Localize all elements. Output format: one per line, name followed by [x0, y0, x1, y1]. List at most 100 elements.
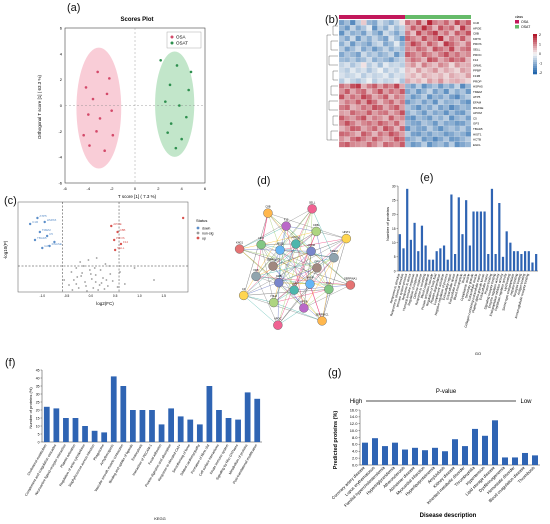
- heatmap-cell: [459, 83, 466, 89]
- network-node-label: LBP: [292, 282, 297, 286]
- scores-point-osat: [180, 137, 183, 141]
- scores-point-osa: [111, 133, 115, 137]
- scores-x-tick: 4: [181, 186, 184, 191]
- heatmap-dendrogram-branch: [328, 100, 338, 111]
- scores-point-osa: [103, 149, 106, 153]
- disease-y-tick: 8.0: [352, 435, 358, 440]
- heatmap-cell: [360, 88, 367, 95]
- network-edge: [316, 231, 347, 239]
- heatmap-cell: [344, 104, 351, 111]
- heatmap-cell: [371, 88, 378, 95]
- disease-y-tick: 14.0: [350, 414, 359, 419]
- heatmap-cell: [454, 35, 461, 42]
- heatmap-cell: [443, 88, 450, 95]
- heatmap-cell: [421, 78, 428, 84]
- heatmap-cell: [432, 67, 439, 74]
- network-edge: [255, 276, 351, 286]
- heatmap-cell: [443, 94, 450, 100]
- network-edge: [243, 295, 274, 303]
- volcano-point-nonsig: [76, 276, 79, 278]
- heatmap-cell: [382, 120, 389, 127]
- heatmap-cell: [443, 51, 450, 58]
- heatmap-cell: [349, 120, 356, 127]
- network-node-label: CD5L: [313, 223, 320, 227]
- volcano-point-nonsig: [102, 277, 104, 279]
- heatmap-cell: [344, 141, 351, 148]
- network-edge: [285, 225, 312, 252]
- network-node-label: C3: [242, 287, 246, 291]
- scores-y-tick: 0: [60, 103, 63, 108]
- heatmap-cell: [448, 115, 455, 121]
- heatmap-dendrogram-branch: [330, 40, 338, 51]
- heatmap-cell: [360, 115, 367, 121]
- volcano-legend-marker: [196, 236, 200, 240]
- volcano-point-nonsig: [84, 281, 86, 283]
- go-bar: [413, 222, 416, 271]
- heatmap-cell: [366, 41, 373, 47]
- scores-y-tick: -4: [58, 155, 62, 160]
- heatmap-cell: [366, 78, 373, 84]
- heatmap-cell: [349, 136, 356, 142]
- heatmap-cell: [388, 51, 395, 58]
- network-edge: [277, 257, 335, 326]
- heatmap-cell: [366, 99, 373, 105]
- heatmap-cell: [437, 72, 444, 79]
- heatmap-cell: [426, 51, 433, 58]
- network-edge: [280, 238, 347, 251]
- network-edge: [239, 248, 280, 283]
- go-bar-chart: Number of proteins GO 0 5 10 15 20 25 30 Respon…: [385, 184, 538, 356]
- heatmap-cell: [426, 125, 433, 132]
- go-category-label: Protein binding: [484, 273, 493, 295]
- disease-y-tick: 12.0: [350, 421, 359, 426]
- heatmap-cell: [437, 30, 444, 36]
- heatmap-cell: [360, 141, 367, 148]
- network-node-label: APOE: [276, 242, 283, 246]
- heatmap-cell: [404, 51, 411, 58]
- volcano-point-nonsig: [81, 272, 84, 274]
- heatmap-cell: [404, 78, 411, 84]
- heatmap-cell: [404, 41, 411, 47]
- heatmap-cell: [393, 62, 400, 68]
- scores-x-tick: -2: [110, 186, 114, 191]
- heatmap-cell: [338, 46, 345, 52]
- heatmap-cell: [360, 41, 367, 47]
- heatmap-dendrogram-branch: [330, 85, 338, 96]
- heatmap-colorbar-segment: [533, 34, 537, 37]
- heatmap-row-label: ORM1: [473, 63, 482, 67]
- heatmap-colorbar-segment: [533, 66, 537, 69]
- heatmap-cell: [421, 141, 428, 148]
- go-category-label: Receptor binding: [512, 273, 522, 298]
- disease-category-label: Familial hypercholesterolemia: [343, 465, 386, 508]
- heatmap-cell: [404, 25, 411, 31]
- heatmap-row-label: F13B: [473, 74, 480, 78]
- network-node-label: F12: [284, 218, 289, 222]
- heatmap-cell: [415, 51, 422, 58]
- volcano-x-tick: -1.0: [40, 294, 46, 298]
- heatmap-class-bar-cell: [405, 15, 411, 19]
- go-bar: [442, 245, 446, 271]
- heatmap-cell: [404, 67, 411, 74]
- heatmap-cell: [410, 35, 417, 42]
- network-edge: [321, 238, 347, 321]
- heatmap-cell: [459, 125, 466, 132]
- network-edge: [261, 244, 335, 258]
- heatmap-cell: [443, 25, 450, 31]
- disease-pvalue-high: High: [350, 399, 362, 405]
- heatmap-cell: [393, 30, 400, 36]
- heatmap-cell: [349, 67, 356, 74]
- heatmap-cell: [410, 72, 417, 79]
- network-node-label: VWF: [253, 268, 259, 272]
- heatmap-cell: [360, 78, 367, 84]
- heatmap-colorbar-segment: [533, 42, 537, 45]
- heatmap-cell: [366, 51, 373, 58]
- heatmap-cell: [382, 136, 389, 142]
- heatmap-cell: [459, 62, 466, 68]
- heatmap-cell: [371, 41, 378, 47]
- heatmap-cell: [448, 41, 455, 47]
- go-bar: [446, 259, 449, 271]
- volcano-point-nonsig: [95, 257, 98, 259]
- heatmap-cell: [355, 131, 362, 137]
- volcano-down-label: TMEM: [42, 228, 51, 232]
- volcano-x-tick: 1.0: [137, 294, 142, 298]
- heatmap-cell: [338, 51, 345, 58]
